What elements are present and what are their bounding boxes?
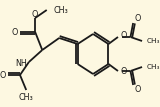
Text: O: O — [121, 68, 127, 77]
Text: O: O — [0, 71, 6, 80]
Text: O: O — [134, 13, 140, 22]
Text: CH₃: CH₃ — [54, 5, 69, 15]
Text: O: O — [12, 27, 18, 36]
Text: CH₃: CH₃ — [19, 92, 34, 102]
Text: O: O — [134, 85, 140, 94]
Text: CH₃: CH₃ — [147, 38, 160, 44]
Text: CH₃: CH₃ — [147, 64, 160, 70]
Text: O: O — [121, 31, 127, 41]
Text: O: O — [32, 10, 38, 19]
Text: NH: NH — [15, 59, 27, 68]
